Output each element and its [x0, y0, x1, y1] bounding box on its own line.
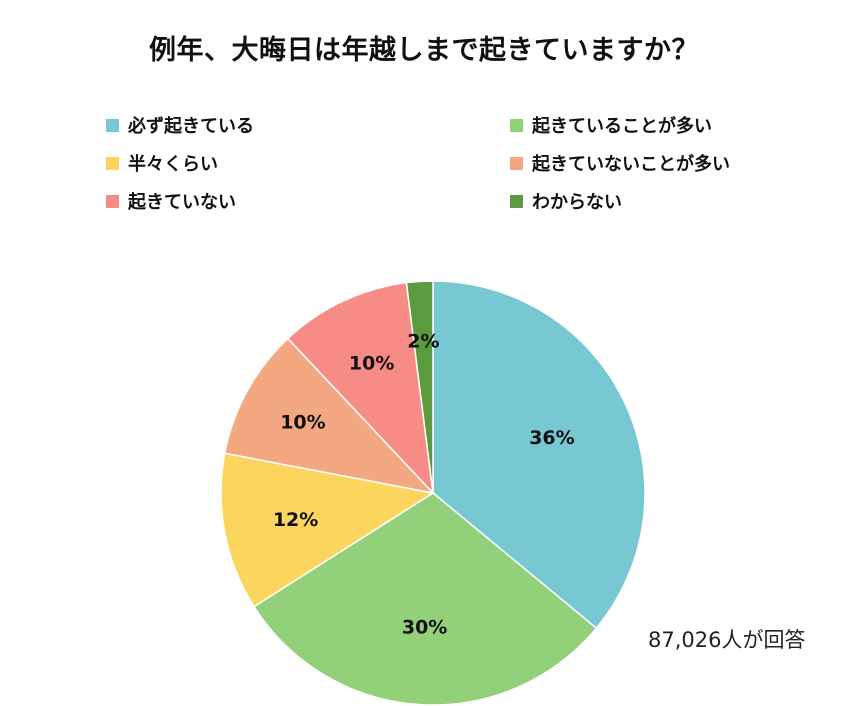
legend-item-unknown: わからない: [510, 188, 622, 214]
legend-label: わからない: [532, 192, 622, 213]
pie-slice: [252, 492, 598, 706]
chart-title: 例年、大晦日は年越しまで起きていますか？: [149, 35, 699, 66]
legend-swatch: [106, 194, 119, 208]
legend-item-half: 半々くらい: [106, 150, 218, 176]
legend-label: 起きていない: [128, 192, 236, 213]
pie-slice: [405, 280, 434, 494]
legend-swatch: [510, 118, 523, 132]
legend-label: 半々くらい: [128, 154, 218, 175]
legend-swatch: [510, 194, 523, 208]
pie-slice: [220, 452, 436, 608]
legend-swatch: [510, 156, 523, 170]
legend-item-always: 必ず起きている: [106, 112, 254, 138]
pie-slice: [223, 337, 436, 495]
slice-label: 10%: [349, 353, 394, 375]
legend-label: 起きていないことが多い: [532, 154, 730, 175]
legend-label: 起きていることが多い: [532, 116, 712, 137]
slice-label: 2%: [407, 331, 439, 353]
slice-label: 10%: [280, 412, 325, 434]
pie-slice: [286, 281, 435, 496]
legend-swatch: [106, 118, 119, 132]
legend-item-often-not-awake: 起きていないことが多い: [510, 150, 730, 176]
legend-label: 必ず起きている: [128, 116, 254, 137]
slice-label: 12%: [273, 509, 318, 531]
slice-label: 36%: [529, 427, 574, 449]
legend-item-not-awake: 起きていない: [106, 188, 236, 214]
legend-swatch: [106, 156, 119, 170]
pie-slice: [432, 280, 646, 630]
slice-label: 30%: [402, 616, 447, 638]
legend-item-often-awake: 起きていることが多い: [510, 112, 712, 138]
respondent-count: 87,026人が回答: [648, 628, 806, 652]
